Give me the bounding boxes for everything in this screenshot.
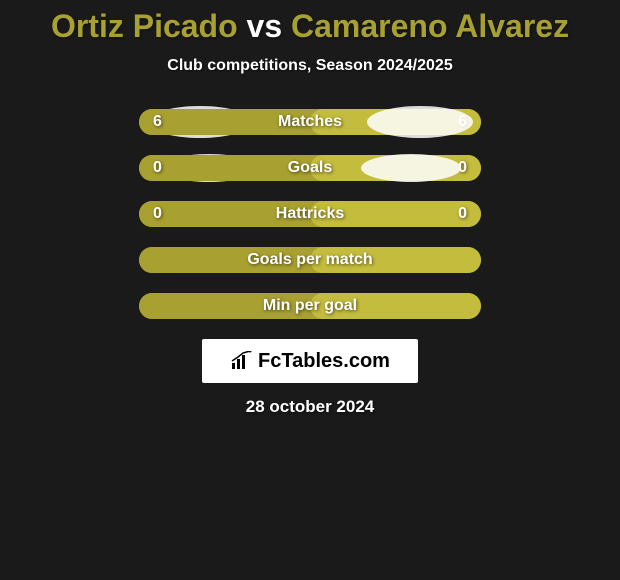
comparison-card: Ortiz Picado vs Camareno Alvarez Club co… (0, 0, 620, 580)
date: 28 october 2024 (246, 397, 375, 417)
stat-bar: Goals per match (139, 247, 481, 273)
stat-row: Goals per match (139, 243, 481, 277)
stats-container: 6Matches60Goals00Hattricks0Goals per mat… (139, 105, 481, 335)
left-fill (139, 155, 310, 181)
logo: FcTables.com (230, 350, 390, 373)
chart-icon (230, 351, 254, 371)
stat-bar: Min per goal (139, 293, 481, 319)
stat-label: Matches (278, 113, 342, 131)
left-value: 6 (153, 113, 162, 131)
stat-row: 0Goals0 (139, 151, 481, 185)
stat-label: Min per goal (263, 297, 357, 315)
stat-row: 0 Hattricks 0 (139, 197, 481, 231)
stat-label: Goals (288, 159, 332, 177)
stat-row: 6Matches6 (139, 105, 481, 139)
player2-badge (367, 106, 473, 138)
left-value: 0 (153, 159, 162, 177)
title: Ortiz Picado vs Camareno Alvarez (51, 8, 569, 45)
subtitle: Club competitions, Season 2024/2025 (167, 57, 452, 75)
vs-text: vs (247, 8, 283, 44)
stat-label: Hattricks (276, 205, 344, 223)
logo-box: FcTables.com (202, 339, 418, 383)
stat-label: Goals per match (247, 251, 372, 269)
player2-badge (361, 154, 461, 182)
player2-name: Camareno Alvarez (291, 8, 569, 44)
stat-row: Min per goal (139, 289, 481, 323)
player1-name: Ortiz Picado (51, 8, 238, 44)
right-value: 0 (458, 205, 467, 223)
left-value: 0 (153, 205, 162, 223)
logo-text: FcTables.com (258, 350, 390, 373)
stat-bar: 0 Hattricks 0 (139, 201, 481, 227)
